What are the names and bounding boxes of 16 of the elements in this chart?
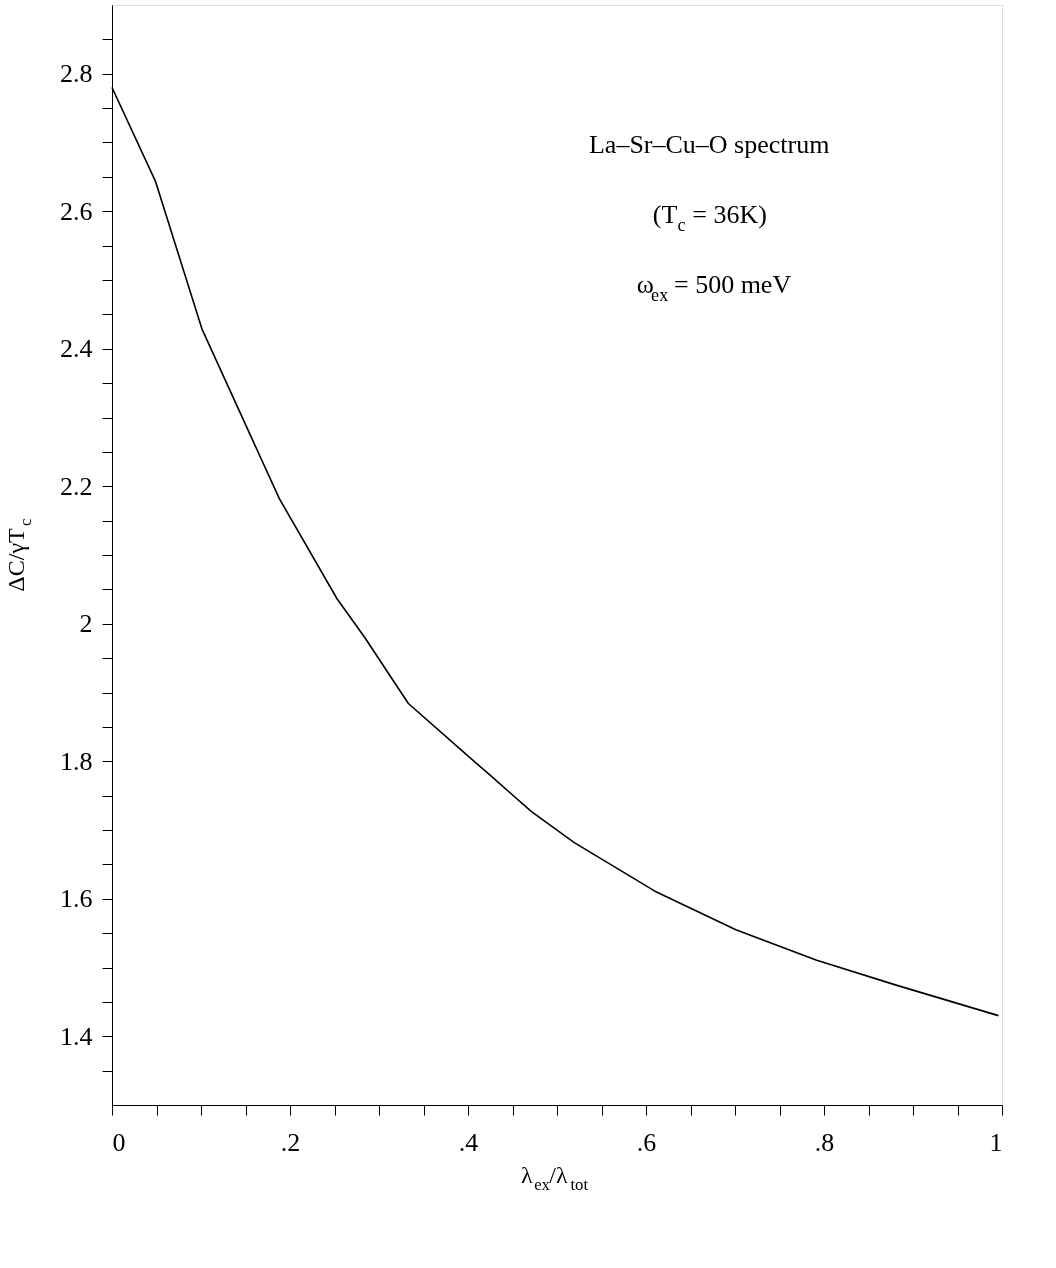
x-tick-label: .8: [814, 1127, 835, 1157]
x-tick-label: .6: [636, 1127, 657, 1157]
y-tick-label: 2.2: [60, 471, 93, 501]
y-tick-label: 2.6: [60, 196, 93, 226]
y-axis-title: ΔC/γTc: [3, 518, 36, 592]
y-tick-label: 1.6: [60, 884, 93, 914]
x-tick-label: .4: [458, 1127, 479, 1157]
y-tick-label: 1.4: [60, 1021, 93, 1051]
x-tick-label: .2: [280, 1127, 301, 1157]
y-tick-label: 2.4: [60, 334, 93, 364]
y-tick-label: 2.8: [60, 59, 93, 89]
y-tick-label: 2: [79, 609, 93, 639]
x-tick-label: 0: [112, 1127, 126, 1157]
x-tick-label: 1: [989, 1127, 1003, 1157]
y-tick-label: 1.8: [60, 746, 93, 776]
annotation: La–Sr–Cu–O spectrum: [588, 130, 830, 159]
